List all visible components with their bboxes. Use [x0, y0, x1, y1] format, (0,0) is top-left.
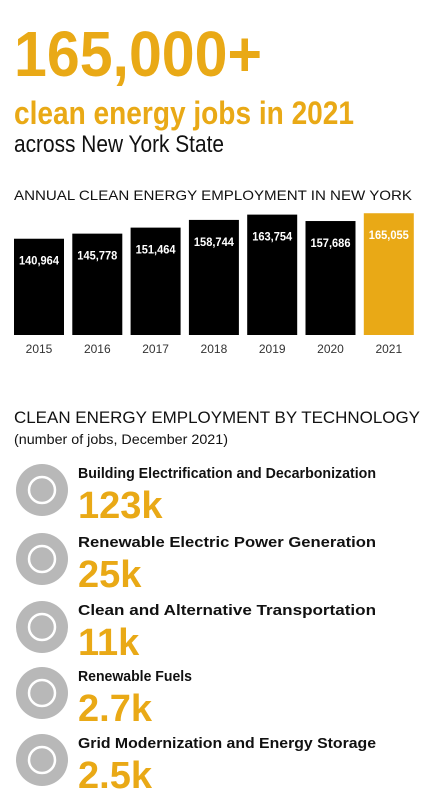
technology-value: 2.7k [78, 688, 153, 730]
icon [16, 464, 68, 516]
bar-value-label: 163,754 [252, 230, 292, 244]
icon [16, 533, 68, 585]
chart-title: ANNUAL CLEAN ENERGY EMPLOYMENT IN NEW YO… [14, 187, 413, 203]
technology-name: Renewable Fuels [78, 669, 192, 685]
bar [72, 233, 123, 335]
tagline: across New York State [14, 131, 224, 158]
bar-value-label: 145,778 [77, 249, 117, 263]
section-subtitle: (number of jobs, December 2021) [14, 431, 228, 447]
bar-value-label: 140,964 [19, 254, 59, 268]
bar-value-label: 151,464 [136, 243, 176, 257]
technology-value: 123k [78, 485, 163, 527]
bar-value-label: 157,686 [311, 236, 351, 250]
x-tick-label: 2018 [201, 342, 228, 356]
technology-name: Renewable Electric Power Generation [78, 535, 376, 551]
icon-ring [27, 475, 57, 505]
icon-ring [27, 678, 57, 708]
x-tick-label: 2017 [142, 342, 169, 356]
technology-name: Building Electrification and Decarboniza… [78, 466, 376, 482]
icon-ring [27, 612, 57, 642]
bar [305, 221, 356, 335]
x-tick-label: 2020 [317, 342, 344, 356]
x-tick-label: 2015 [26, 342, 53, 356]
icon [16, 734, 68, 786]
headline: 165,000+ [14, 18, 262, 90]
x-tick-label: 2016 [84, 342, 111, 356]
x-tick-label: 2019 [259, 342, 286, 356]
bar [247, 214, 298, 335]
icon-ring [27, 745, 57, 775]
technology-value: 11k [78, 622, 140, 664]
bar [363, 213, 414, 335]
x-tick-label: 2021 [375, 342, 402, 356]
icon [16, 667, 68, 719]
bar [130, 227, 181, 335]
icon [16, 601, 68, 653]
technology-name: Grid Modernization and Energy Storage [78, 736, 376, 752]
technology-value: 2.5k [78, 755, 153, 797]
bar [14, 238, 64, 335]
technology-value: 25k [78, 554, 142, 596]
bar-value-label: 158,744 [194, 235, 234, 249]
icon-ring [27, 544, 57, 574]
technology-name: Clean and Alternative Transportation [78, 603, 376, 619]
subhead: clean energy jobs in 2021 [14, 95, 354, 131]
bar [188, 219, 239, 335]
bar-value-label: 165,055 [369, 228, 409, 242]
section-title: CLEAN ENERGY EMPLOYMENT BY TECHNOLOGY [14, 408, 420, 427]
